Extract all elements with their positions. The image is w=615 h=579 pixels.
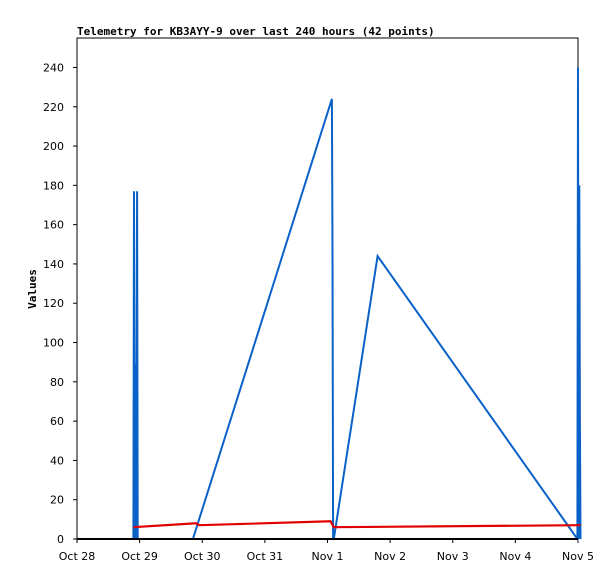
y-tick-label: 200	[43, 140, 64, 153]
x-tick-label: Oct 30	[184, 550, 221, 563]
y-tick-label: 20	[50, 494, 64, 507]
series-line-1	[132, 67, 582, 543]
x-tick-label: Oct 31	[247, 550, 284, 563]
x-tick-label: Nov 4	[499, 550, 531, 563]
y-tick-label: 80	[50, 376, 64, 389]
x-tick-label: Nov 2	[374, 550, 406, 563]
x-tick-label: Nov 1	[312, 550, 344, 563]
y-tick-label: 60	[50, 415, 64, 428]
y-tick-label: 240	[43, 61, 64, 74]
x-tick-label: Oct 29	[121, 550, 158, 563]
y-tick-label: 160	[43, 219, 64, 232]
x-tick-label: Oct 28	[59, 550, 96, 563]
y-tick-label: 40	[50, 454, 64, 467]
x-tick-label: Nov 5	[562, 550, 594, 563]
y-tick-label: 0	[57, 533, 64, 546]
x-tick-label: Nov 3	[437, 550, 469, 563]
y-tick-label: 120	[43, 297, 64, 310]
y-axis-label: Values	[26, 269, 39, 309]
series-layer	[77, 67, 582, 543]
chart-title: Telemetry for KB3AYY-9 over last 240 hou…	[77, 25, 435, 38]
x-axis-ticks: Oct 28 Oct 29 Oct 30 Oct 31 Nov 1 Nov 2 Nov 3 N…	[59, 539, 594, 563]
series-line-2	[133, 520, 581, 529]
y-tick-label: 180	[43, 179, 64, 192]
y-axis-ticks: 0 20 40 60 80 100 120 140 160 180 200 220 240	[43, 61, 77, 546]
y-tick-label: 140	[43, 258, 64, 271]
y-tick-label: 100	[43, 337, 64, 350]
y-tick-label: 220	[43, 101, 64, 114]
